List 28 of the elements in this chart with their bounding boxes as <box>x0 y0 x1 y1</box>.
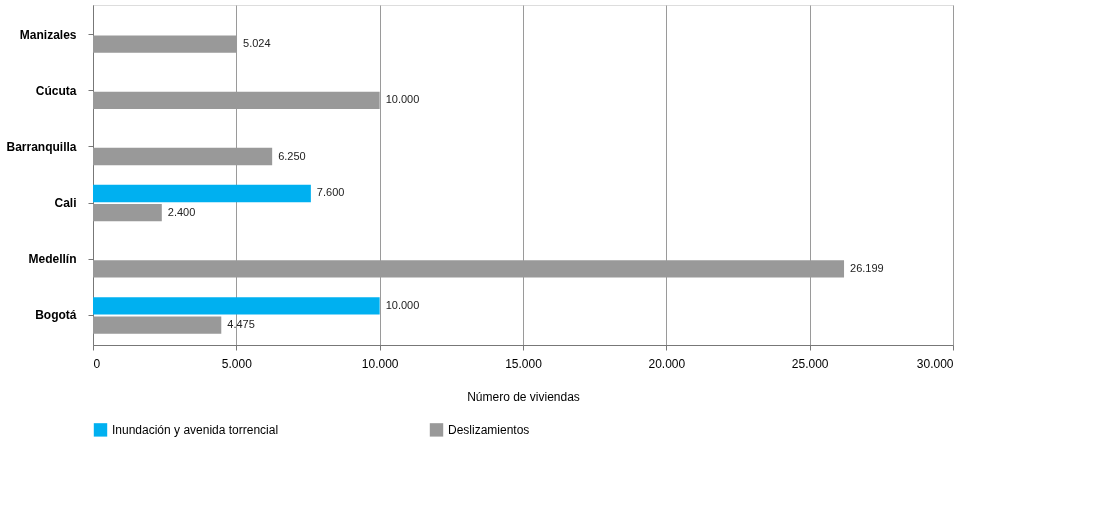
data-label: 10.000 <box>385 93 420 106</box>
y-tick-label: Cali <box>54 196 77 211</box>
data-label: 7.600 <box>316 186 345 199</box>
x-tick-label: 5.000 <box>221 356 253 371</box>
y-tick-label: Manizales <box>19 27 77 42</box>
data-label: 2.400 <box>167 205 196 218</box>
x-tick-label: 30.000 <box>916 356 954 371</box>
data-label: 26.199 <box>850 261 884 274</box>
bar <box>93 184 311 203</box>
bar <box>93 297 380 315</box>
data-label: 4.475 <box>227 318 255 331</box>
legend-label: Deslizamientos <box>448 422 530 437</box>
y-tick-label: Medellín <box>28 252 77 267</box>
x-tick-label: 10.000 <box>361 356 399 371</box>
data-label: 10.000 <box>385 298 420 311</box>
x-tick-label: 15.000 <box>505 356 543 371</box>
y-tick-label: Cúcuta <box>35 83 77 98</box>
y-tick-label: Bogotá <box>35 308 77 323</box>
x-tick-label: 0 <box>93 356 101 371</box>
bar <box>93 316 222 334</box>
y-tick-label: Barranquilla <box>6 139 77 154</box>
data-label: 6.250 <box>278 149 306 162</box>
legend-label: Inundación y avenida torrencial <box>112 422 279 437</box>
bar <box>93 204 162 222</box>
x-axis-title: Número de viviendas <box>467 389 580 404</box>
x-tick-label: 25.000 <box>791 356 829 371</box>
x-tick-label: 20.000 <box>648 356 686 371</box>
data-label: 5.024 <box>243 37 271 50</box>
